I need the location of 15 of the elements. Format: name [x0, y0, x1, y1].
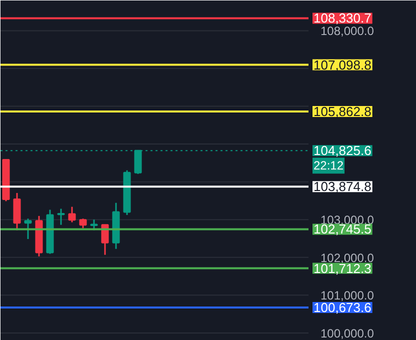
candlestick	[101, 224, 109, 256]
candlestick	[24, 218, 32, 240]
ref-line-label: 104,825.6	[314, 143, 372, 158]
candlestick	[68, 206, 76, 224]
y-tick-label: 108,000.0	[320, 24, 374, 38]
text: 22:12	[314, 158, 344, 173]
ref-line-label: 103,874.8	[314, 179, 372, 194]
ref-line-label: 105,862.8	[314, 104, 372, 119]
ref-line-label: 108,330.7	[314, 10, 372, 26]
candlestick	[79, 218, 87, 229]
ref-line-label: 100,673.6	[314, 300, 372, 315]
candlestick	[13, 192, 21, 231]
candlestick	[57, 208, 65, 226]
y-tick-label: 100,000.0	[320, 326, 374, 340]
ref-line-label: 107,098.8	[314, 57, 372, 72]
